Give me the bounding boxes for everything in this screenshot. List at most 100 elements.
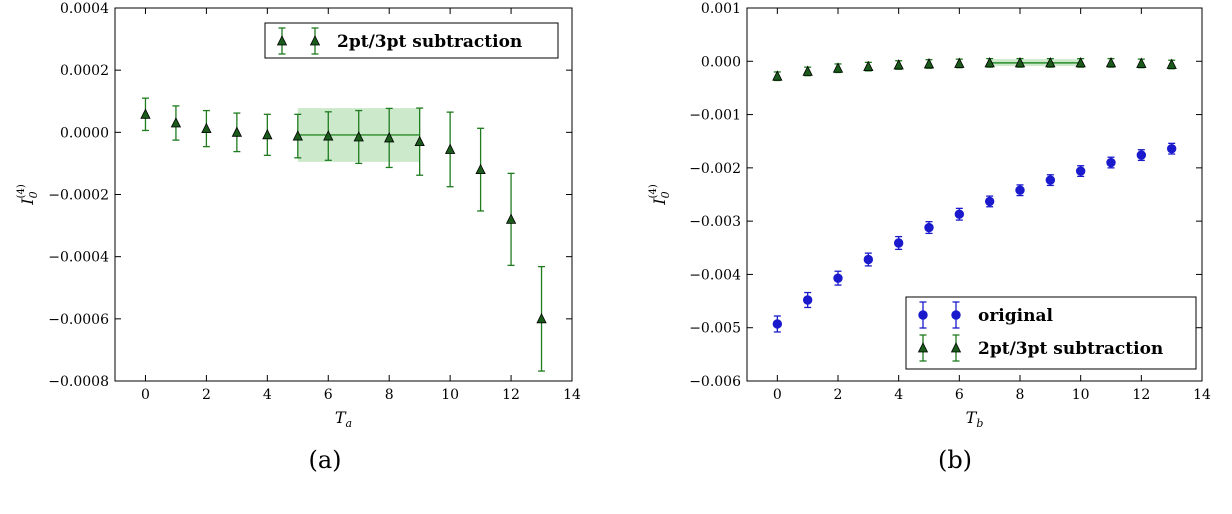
x-tick-label: 12 <box>502 387 520 403</box>
y-tick-label: 0.001 <box>701 1 741 17</box>
legend: original 2pt/3pt subtraction <box>905 296 1197 370</box>
data-point <box>353 131 364 142</box>
legend-marker <box>951 310 961 320</box>
legend-marker <box>309 35 321 46</box>
panel-caption: (a) <box>308 446 341 474</box>
data-point <box>954 57 965 68</box>
x-axis-label-sub: b <box>976 417 983 430</box>
data-point <box>444 143 456 154</box>
legend-marker <box>276 35 288 46</box>
data-point <box>984 56 995 68</box>
y-tick-label: 0.0000 <box>60 125 109 141</box>
data-point <box>414 135 425 147</box>
data-point <box>1075 166 1086 176</box>
data-point <box>384 132 395 143</box>
x-axis-label-sub: a <box>346 417 353 430</box>
data-point <box>475 163 486 175</box>
x-tick-label: 2 <box>834 387 843 403</box>
data-point <box>323 130 334 141</box>
legend-label: 2pt/3pt subtraction <box>337 32 522 52</box>
y-tick-label: −0.0006 <box>48 312 109 328</box>
x-tick-label: 0 <box>773 387 782 403</box>
y-axis-label: I0(4) <box>648 184 672 206</box>
data-point <box>1136 57 1147 68</box>
y-tick-label: −0.0004 <box>48 250 109 266</box>
plot-frame <box>114 7 573 382</box>
y-tick-label: 0.0004 <box>60 1 109 17</box>
legend-label: 2pt/3pt subtraction <box>978 339 1163 359</box>
data-point <box>292 130 303 141</box>
x-tick-label: 6 <box>955 387 964 403</box>
y-axis-label: I0(4) <box>16 184 40 206</box>
y-tick-label: 0.0002 <box>60 63 109 79</box>
data-point <box>201 122 212 134</box>
data-point <box>1045 56 1056 68</box>
legend-marker <box>950 342 962 353</box>
y-tick-label: −0.0008 <box>48 374 109 390</box>
panel-caption: (b) <box>938 446 972 474</box>
y-tick-label: −0.002 <box>689 161 741 177</box>
data-point <box>536 312 547 324</box>
x-tick-label: 4 <box>894 387 903 403</box>
data-point <box>262 128 273 140</box>
y-tick-label: −0.003 <box>689 214 741 230</box>
data-point <box>954 209 965 219</box>
data-point <box>923 58 935 69</box>
x-tick-label: 2 <box>202 387 211 403</box>
data-point <box>140 108 151 119</box>
y-tick-label: −0.006 <box>689 374 741 390</box>
data-point <box>1014 56 1026 68</box>
legend: 2pt/3pt subtraction <box>264 22 559 59</box>
x-tick-label: 8 <box>385 387 394 403</box>
x-axis-label-main: T <box>966 408 978 427</box>
x-tick-label: 8 <box>1016 387 1025 403</box>
y-tick-label: 0.000 <box>701 54 741 70</box>
data-point <box>1075 56 1086 68</box>
data-point <box>924 222 934 233</box>
panel-a: 0 2 4 6 8 10 12 14 −0.0008 −0.0006 −0.0004 −0.0002 0… <box>16 1 581 474</box>
data-point <box>1015 185 1025 195</box>
x-tick-label: 14 <box>563 387 581 403</box>
y-axis-label-sup: (4) <box>648 184 659 198</box>
y-tick-label: −0.001 <box>689 108 741 124</box>
legend-label: original <box>978 306 1053 326</box>
data-point <box>984 196 995 207</box>
x-tick-label: 12 <box>1132 387 1150 403</box>
data-point <box>802 65 813 76</box>
y-axis-label-sub: 0 <box>659 191 672 198</box>
data-point <box>505 213 517 224</box>
data-point <box>1106 157 1116 168</box>
y-tick-label: −0.005 <box>689 321 741 337</box>
data-point <box>1136 150 1147 160</box>
x-tick-label: 0 <box>141 387 150 403</box>
data-point <box>863 254 874 265</box>
data-point <box>170 117 182 128</box>
data-point <box>893 238 904 248</box>
x-tick-label: 10 <box>441 387 459 403</box>
data-point <box>863 60 874 72</box>
y-axis-label-sup: (4) <box>16 184 27 198</box>
x-tick-label: 4 <box>263 387 272 403</box>
data-point <box>772 70 783 81</box>
data-point <box>1045 175 1056 185</box>
data-point <box>833 273 843 283</box>
legend-marker <box>917 342 929 353</box>
legend-box <box>905 296 1197 370</box>
data-point <box>802 295 813 305</box>
y-axis-label-main: I <box>650 198 669 206</box>
y-tick-label: −0.004 <box>689 267 741 283</box>
legend-marker <box>918 310 928 320</box>
data-point <box>231 126 243 137</box>
data-point <box>893 59 904 70</box>
y-axis-label-main: I <box>18 198 37 206</box>
data-point <box>1105 56 1117 68</box>
data-point <box>772 319 783 329</box>
data-point <box>1166 58 1177 69</box>
legend-box <box>264 22 559 59</box>
y-tick-label: −0.0002 <box>48 188 109 204</box>
plot-frame <box>746 7 1203 382</box>
panel-b: 0 2 4 6 8 10 12 14 −0.006 −0.005 −0.004 −0.003 −0.00… <box>648 1 1211 474</box>
x-axis-label-main: T <box>335 408 347 427</box>
x-tick-label: 6 <box>324 387 333 403</box>
